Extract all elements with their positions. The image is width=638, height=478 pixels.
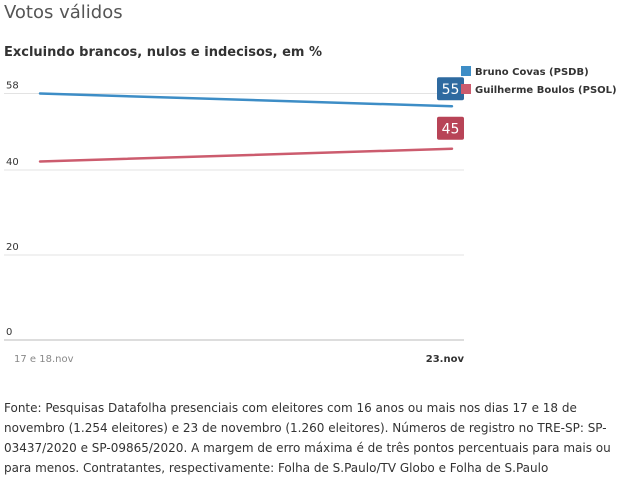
y-tick-label: 40 (6, 157, 19, 168)
chart-title: Votos válidos (4, 2, 123, 23)
series-line-2 (38, 147, 454, 163)
y-tick-label: 0 (6, 327, 12, 338)
chart-subtitle: Excluindo brancos, nulos e indecisos, em… (4, 45, 323, 60)
x-tick-label: 23.nov (426, 354, 465, 365)
x-tick-label: 17 e 18.nov (14, 354, 74, 365)
source-note: Fonte: Pesquisas Datafolha presenciais c… (4, 401, 611, 475)
legend-label-2: Guilherme Boulos (PSOL) (475, 85, 617, 96)
series-line-1 (38, 92, 454, 108)
legend-swatch-1 (461, 66, 471, 76)
legend-label-1: Bruno Covas (PSDB) (475, 67, 589, 78)
value-badge-2 (437, 116, 464, 140)
value-badge-1 (437, 77, 464, 101)
y-tick-label: 58 (6, 81, 19, 92)
line-chart: 0 20 40 58 17 e 18.nov 23.nov 55 45 Bruno Covas … (4, 66, 617, 365)
value-label-2: 45 (442, 121, 460, 137)
y-tick-label: 20 (6, 242, 19, 253)
value-label-1: 55 (442, 82, 460, 98)
legend-swatch-2 (461, 84, 471, 94)
